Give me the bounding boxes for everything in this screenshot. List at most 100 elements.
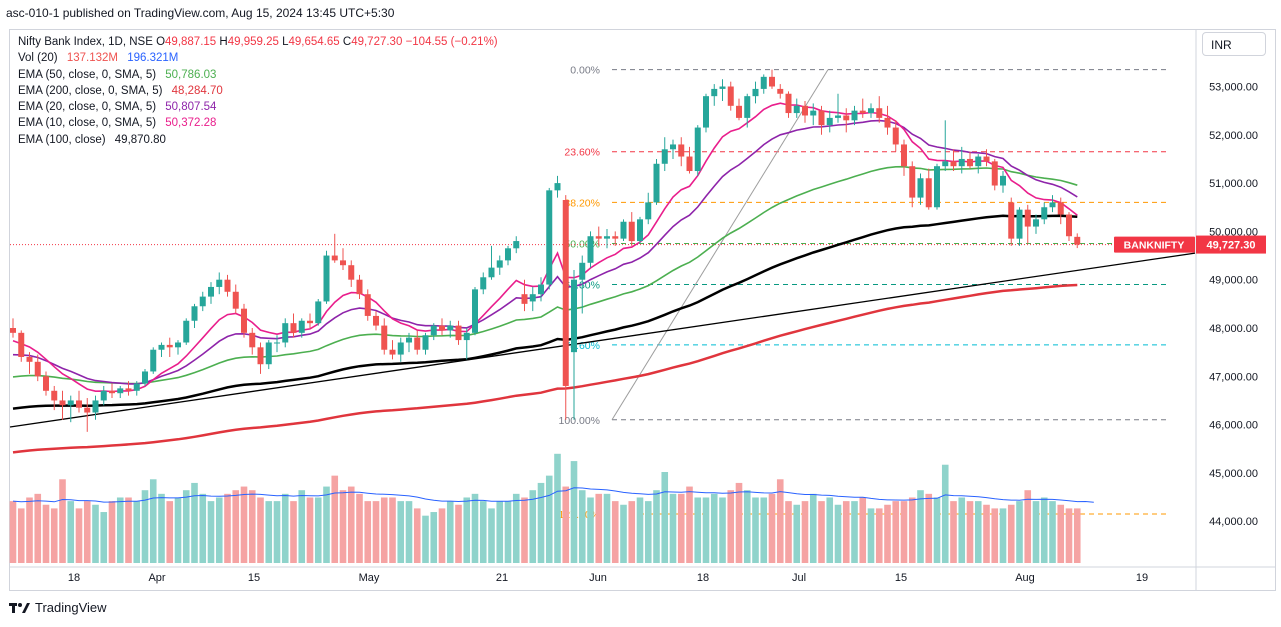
volume-bar bbox=[966, 501, 974, 563]
fibonacci-retracement[interactable]: 0.00%23.60%38.20%50.00%61.80%78.60%100.0… bbox=[10, 65, 1195, 521]
fib-anchor-line bbox=[611, 69, 829, 421]
legend-volume-row[interactable]: Vol (20) 137.132M 196.321M bbox=[18, 50, 498, 66]
volume-bar bbox=[75, 508, 83, 563]
candle-body bbox=[991, 161, 998, 186]
legend-ema50-row[interactable]: EMA (50, close, 0, SMA, 5) 50,786.03 bbox=[18, 67, 498, 83]
legend-symbol-row: Nifty Bank Index, 1D, NSE O49,887.15 H49… bbox=[18, 34, 498, 50]
volume-bar bbox=[380, 497, 388, 563]
ema-10-line bbox=[12, 102, 1078, 393]
candle-body bbox=[752, 88, 759, 97]
volume-bar bbox=[413, 508, 421, 563]
candle-body bbox=[645, 202, 652, 220]
candle-body bbox=[100, 390, 107, 401]
legend-ema100-row[interactable]: EMA (100, close) 49,870.80 bbox=[18, 132, 498, 148]
volume-bar bbox=[290, 501, 297, 563]
candle-body bbox=[455, 325, 462, 341]
indicator-value-ma: 196.321M bbox=[127, 52, 179, 65]
legend-ema10-row[interactable]: EMA (10, close, 0, SMA, 5) 50,372.28 bbox=[18, 115, 498, 131]
price-tick-label: 45,000.00 bbox=[1209, 468, 1258, 480]
last-price-tag bbox=[1196, 235, 1266, 254]
volume-bar bbox=[59, 479, 66, 563]
legend-ema20-row[interactable]: EMA (20, close, 0, SMA, 5) 50,807.54 bbox=[18, 99, 498, 115]
volume-bar bbox=[149, 479, 157, 563]
last-price-label: 49,727.30 bbox=[1207, 240, 1256, 252]
volume-bar bbox=[42, 504, 50, 563]
trendline bbox=[9, 252, 1196, 428]
candle-body bbox=[934, 166, 940, 208]
time-tick-label: 18 bbox=[697, 572, 709, 584]
candles bbox=[10, 69, 1081, 432]
volume-bar bbox=[735, 482, 743, 563]
volume-bar bbox=[364, 501, 372, 563]
time-tick-label: May bbox=[359, 572, 380, 584]
volume-bar bbox=[191, 482, 198, 563]
tradingview-brand[interactable]: TradingView bbox=[9, 600, 107, 615]
price-tick-label: 46,000.00 bbox=[1209, 420, 1258, 432]
volume-bar bbox=[941, 464, 949, 563]
legend-ema200-row[interactable]: EMA (200, close, 0, SMA, 5) 48,284.70 bbox=[18, 83, 498, 99]
volume-bar bbox=[628, 501, 636, 563]
price-tick-label: 52,000.00 bbox=[1209, 130, 1258, 142]
volume-bar bbox=[240, 486, 248, 563]
candle-body bbox=[472, 289, 478, 333]
candle-body bbox=[18, 332, 25, 357]
currency-button[interactable]: INR bbox=[1202, 32, 1266, 56]
candle-body bbox=[521, 294, 528, 304]
candle-body bbox=[1049, 202, 1056, 208]
publish-line: asc-010-1 published on TradingView.com, … bbox=[6, 6, 395, 20]
candle-body bbox=[653, 163, 660, 203]
volume-bar bbox=[1073, 508, 1081, 563]
candle-body bbox=[150, 349, 157, 372]
candle-body bbox=[579, 262, 586, 280]
fib-level-label: 100.00% bbox=[559, 415, 600, 427]
candle-body bbox=[265, 342, 272, 365]
fib-level-label: 0.00% bbox=[570, 65, 600, 77]
volume-bar bbox=[875, 508, 883, 563]
volume-bar bbox=[422, 515, 429, 563]
volume-bar bbox=[554, 453, 561, 563]
ema-50-line bbox=[12, 165, 1078, 385]
candle-body bbox=[67, 400, 74, 406]
volume-bar bbox=[1049, 501, 1056, 563]
ohlc-close: 49,727.30 bbox=[351, 36, 403, 48]
volume-bar bbox=[265, 501, 273, 563]
volume-bar bbox=[273, 501, 281, 563]
candle-body bbox=[917, 178, 924, 198]
volume-bar bbox=[232, 490, 240, 563]
symbol-tag bbox=[1114, 236, 1195, 253]
volume-bar bbox=[776, 479, 784, 563]
volume-bar bbox=[488, 508, 495, 563]
candle-body bbox=[661, 149, 668, 164]
trendlines[interactable] bbox=[9, 252, 1196, 428]
ema-200-line bbox=[12, 283, 1078, 454]
candle-body bbox=[760, 76, 767, 89]
indicator-label: EMA (100, close) bbox=[18, 133, 106, 146]
volume-bar bbox=[92, 504, 99, 563]
candle-body bbox=[942, 161, 949, 167]
volume-bar bbox=[1016, 501, 1023, 563]
volume-bar bbox=[108, 501, 116, 563]
candle-body bbox=[859, 110, 866, 114]
candle-body bbox=[1033, 219, 1039, 227]
ohlc-high: 49,959.25 bbox=[227, 36, 279, 48]
candle-body bbox=[678, 144, 685, 157]
candle-body bbox=[587, 236, 594, 263]
time-tick-label: 15 bbox=[895, 572, 907, 584]
volume-bar bbox=[67, 501, 75, 563]
volume-bar bbox=[224, 493, 231, 563]
candle-body bbox=[975, 156, 982, 167]
candle-body bbox=[909, 166, 916, 198]
candle-body bbox=[488, 267, 495, 278]
volume-bar bbox=[587, 497, 594, 563]
candle-body bbox=[727, 86, 734, 106]
candle-body bbox=[818, 110, 825, 126]
candle-body bbox=[59, 400, 66, 406]
volume-bar bbox=[1057, 504, 1065, 563]
indicator-value: 48,284.70 bbox=[171, 84, 223, 97]
candle-body bbox=[1016, 209, 1023, 239]
volume-bar bbox=[851, 501, 858, 563]
volume-bar bbox=[818, 501, 825, 563]
candle-body bbox=[925, 178, 932, 208]
candle-body bbox=[290, 323, 297, 333]
